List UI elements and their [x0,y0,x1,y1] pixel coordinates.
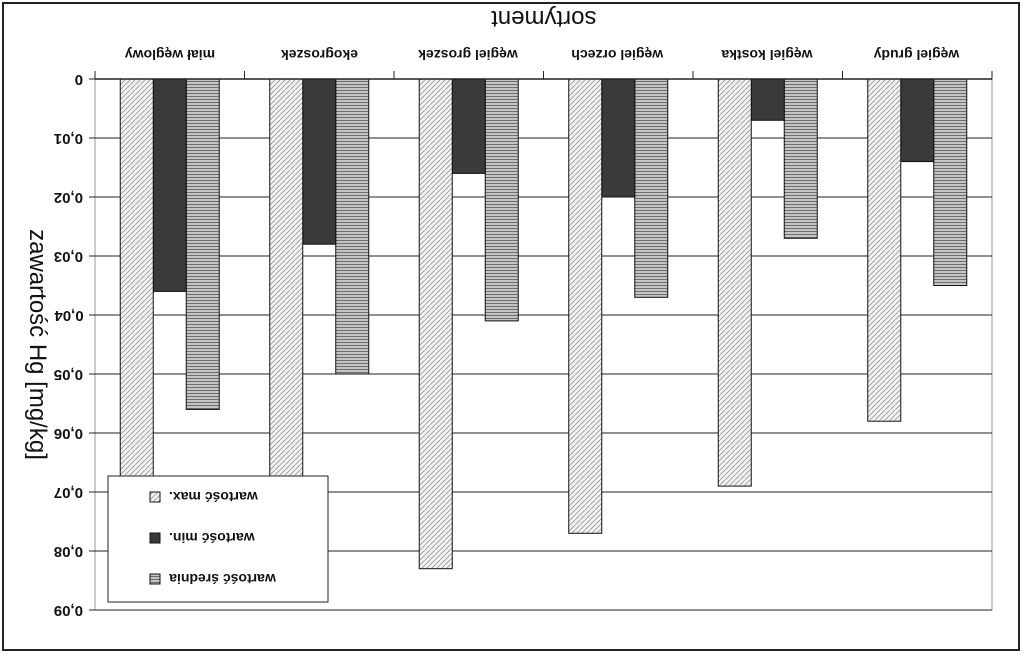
bar-min [451,78,486,174]
x-axis-title: sortyment [491,5,597,32]
legend-label: wartość średnia [169,571,277,587]
y-tick-label: 0,05 [54,366,83,383]
y-tick-label: 0,01 [54,130,83,147]
bar-max [717,78,752,487]
legend-label: wartość min. [169,530,256,546]
bar-min [152,78,187,292]
y-tick-label: 0 [75,71,83,88]
y-tick-label: 0,03 [54,248,83,265]
category-label: węgiel orzech [571,47,664,63]
bar-max [867,78,902,422]
legend-swatch [149,532,161,544]
bar-max [418,78,453,570]
category-label: węgiel grudy [873,47,960,63]
bar-max [568,78,603,534]
category-label: ekogroszek [281,47,358,63]
category-label: miał węglowy [125,47,215,63]
bar-mean [933,78,968,286]
legend-label: wartość max. [169,489,259,505]
bar-min [302,78,337,245]
y-tick-label: 0,02 [54,189,83,206]
bar-mean [484,78,519,322]
legend-swatch [149,491,161,503]
y-axis-title: zawartość Hg [mg/kg] [24,229,51,460]
legend-swatch [149,573,161,585]
y-tick-label: 0,08 [54,543,83,560]
bar-mean [335,78,370,375]
bar-mean [634,78,669,298]
bar-mean [185,78,220,410]
bar-min [750,78,785,121]
category-label: węgiel kostka [721,47,813,63]
y-tick-label: 0,07 [54,484,83,501]
y-tick-label: 0,06 [54,425,83,442]
legend-box [107,475,329,603]
bar-min [900,78,935,163]
bar-min [601,78,636,198]
y-tick-label: 0,04 [54,307,84,324]
bar-mean [783,78,818,239]
category-label: węgiel groszek [418,47,519,63]
y-tick-label: 0,09 [54,602,83,619]
